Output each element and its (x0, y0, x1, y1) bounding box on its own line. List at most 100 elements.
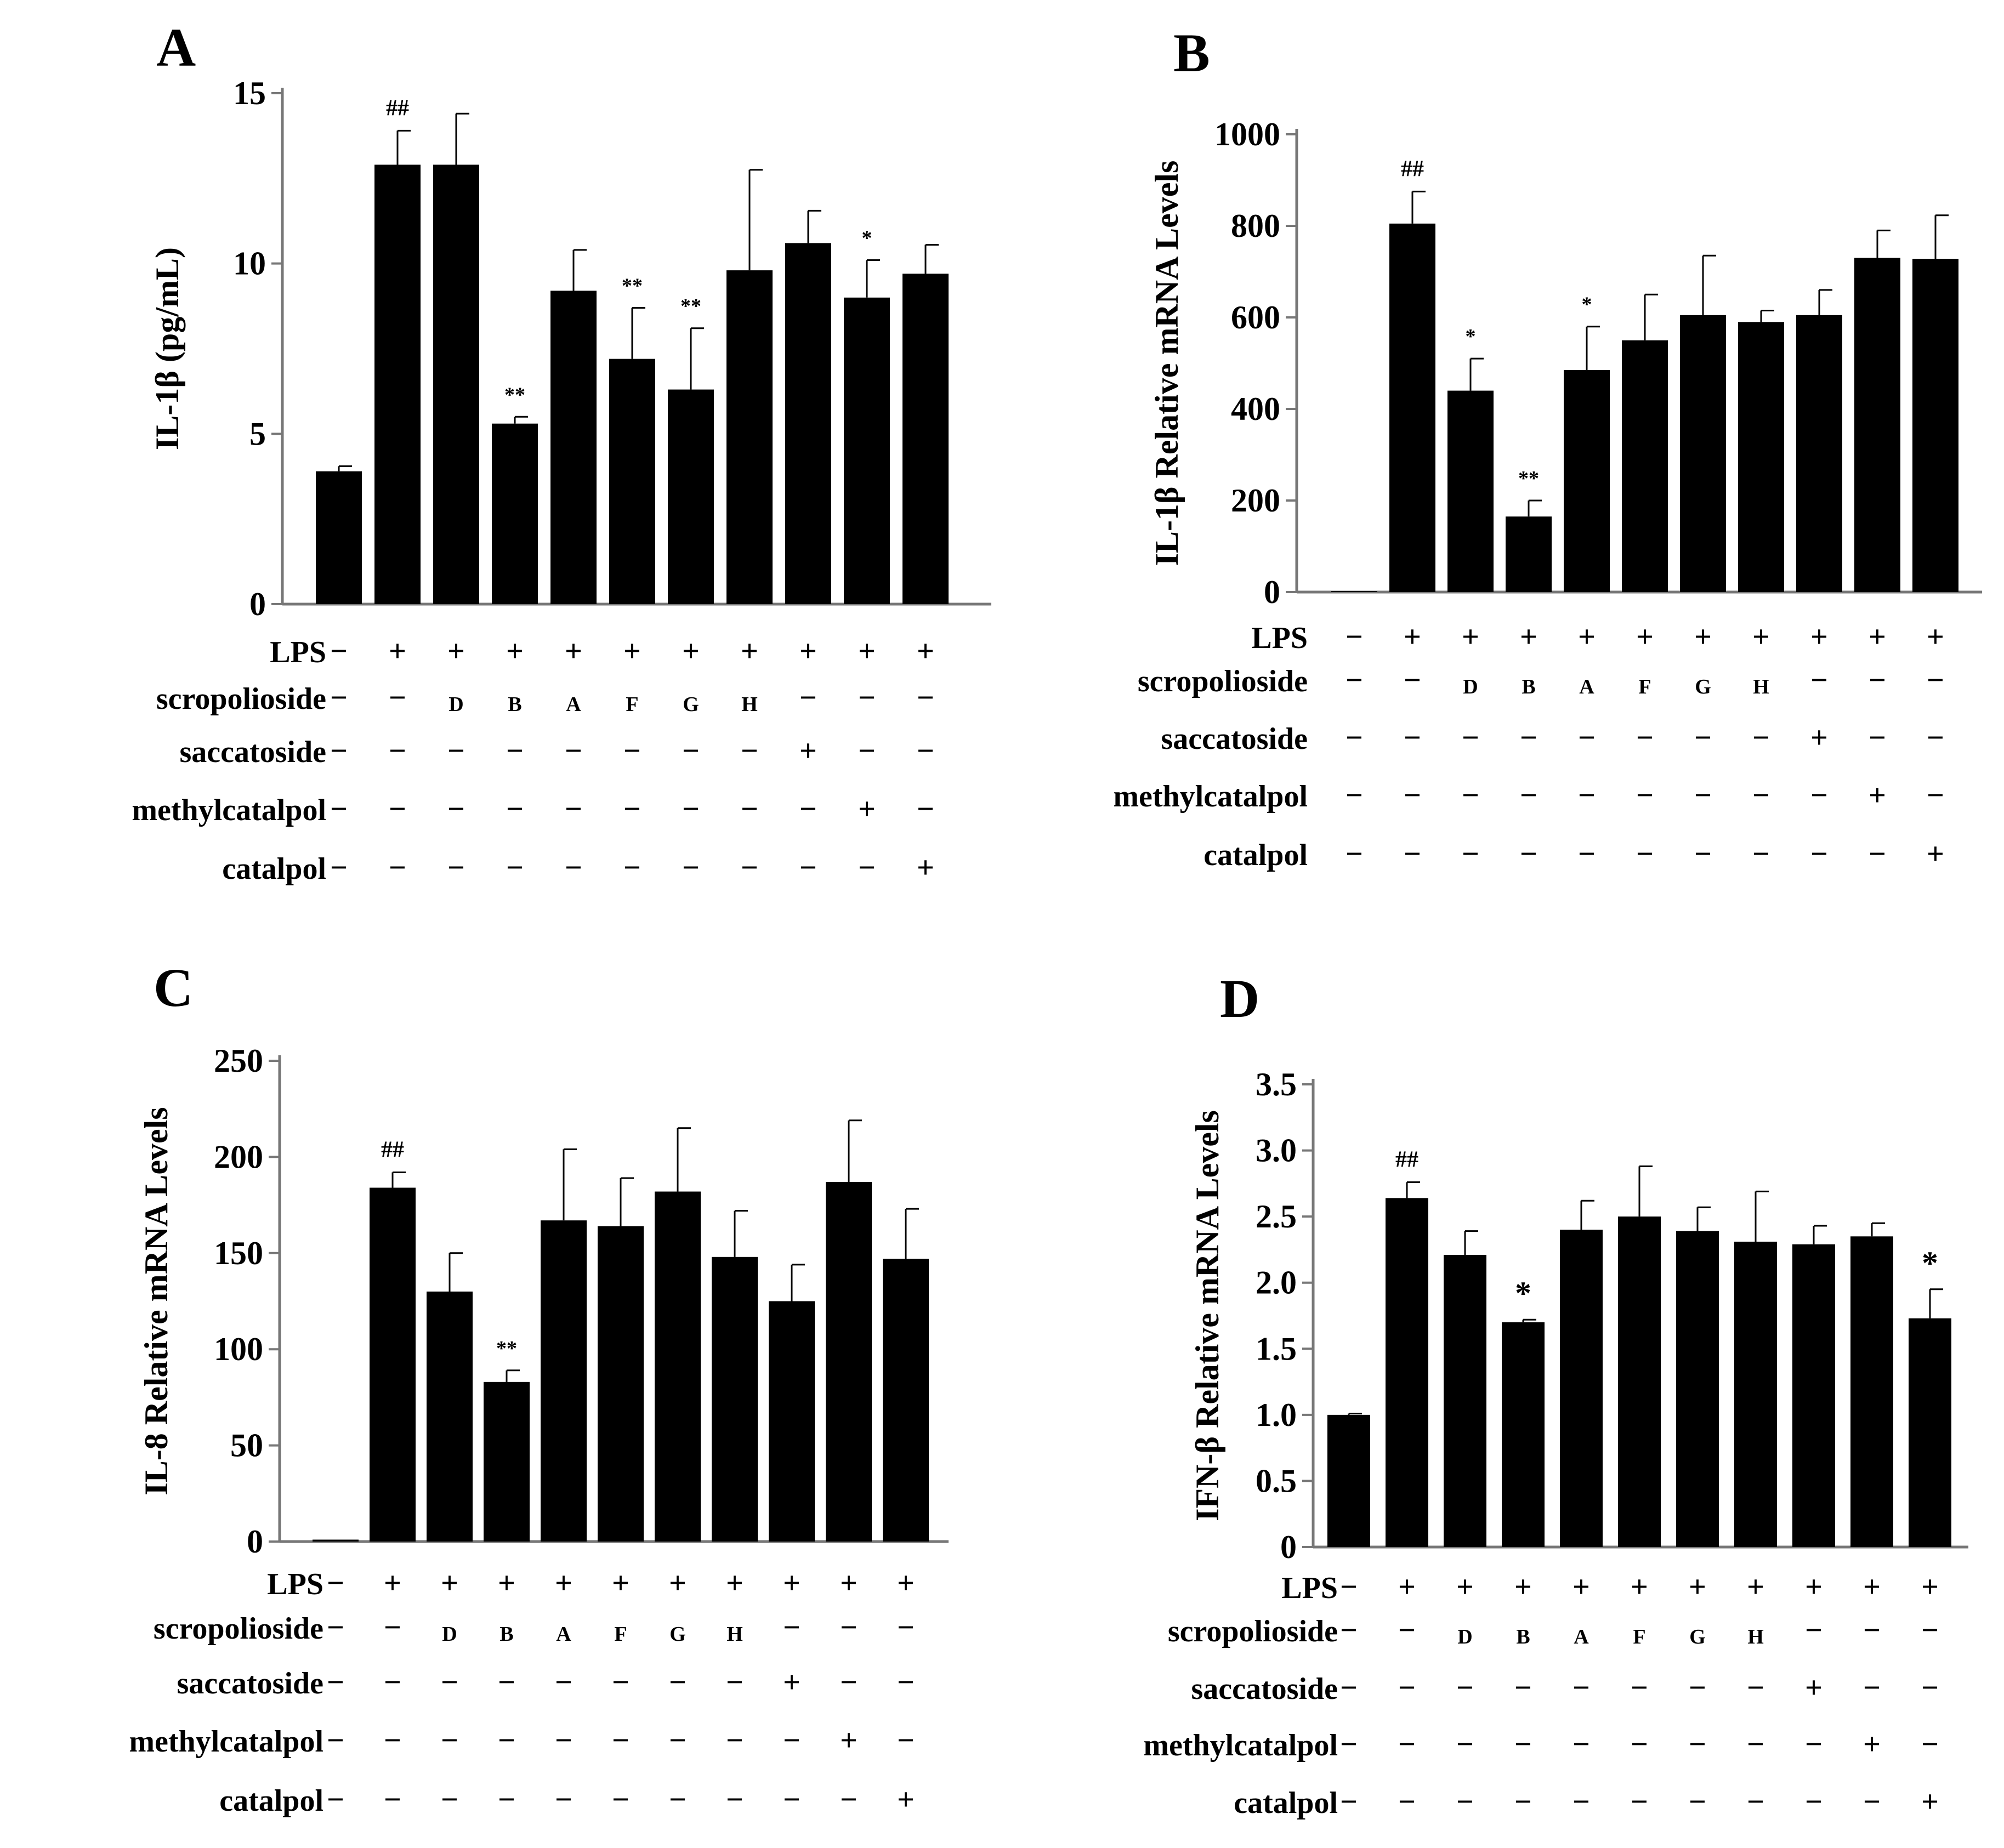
row-cell: + (1456, 1570, 1474, 1604)
row-cell: − (1863, 1671, 1881, 1705)
row-cell: − (1572, 1785, 1590, 1819)
row-cell: + (783, 1665, 801, 1699)
panel-letter: B (1173, 22, 1210, 83)
bar (1444, 1255, 1486, 1547)
row-cell: − (1863, 1613, 1881, 1647)
y-tick-label: 15 (233, 75, 266, 111)
row-label: saccatoside (177, 1667, 323, 1701)
row-cell: − (330, 851, 348, 885)
row-label: methylcatalpol (1113, 780, 1308, 814)
row-cell: + (1810, 721, 1828, 755)
row-cell: − (506, 792, 524, 826)
row-cell: − (1752, 837, 1770, 871)
row-cell: − (1869, 721, 1886, 755)
row-cell: − (897, 1724, 915, 1758)
row-cell: + (1863, 1570, 1881, 1604)
y-tick-label: 800 (1231, 208, 1280, 244)
panel-d: D IFN-β Relative mRNA Levels 0 0.5 1.0 1.5 2.0… (1143, 968, 1968, 1820)
row-cell: − (1810, 663, 1828, 697)
row-cell: − (1921, 1671, 1939, 1705)
row-cell: − (506, 734, 524, 768)
bar (883, 1259, 929, 1542)
bar (1909, 1318, 1951, 1547)
bar (844, 297, 890, 604)
bar (550, 291, 597, 604)
row-cell: H (726, 1623, 743, 1646)
significance-label: * (1466, 325, 1476, 348)
y-tick-label: 0.5 (1256, 1463, 1297, 1499)
row-cell: D (449, 693, 463, 716)
row-cell: G (669, 1623, 686, 1646)
row-cell: − (1927, 663, 1944, 697)
row-cell: + (447, 634, 465, 668)
row-cell: H (741, 693, 758, 716)
y-tick-label: 400 (1231, 391, 1280, 427)
row-cell: + (858, 634, 876, 668)
row-cell: − (1462, 721, 1479, 755)
row-cell: − (1398, 1671, 1416, 1705)
row-label: catalpol (1234, 1786, 1338, 1820)
row-cell: − (612, 1665, 629, 1699)
row-cell: + (917, 634, 934, 668)
y-tick-label: 1000 (1214, 116, 1280, 152)
row-cell: − (1694, 721, 1712, 755)
bar (1386, 1198, 1428, 1547)
row-cell: − (384, 1665, 401, 1699)
y-tick-label: 1.0 (1256, 1397, 1297, 1433)
bar (902, 274, 949, 605)
bar (668, 389, 714, 604)
row-cell: A (1574, 1625, 1589, 1648)
bar (1680, 315, 1726, 592)
row-cell: + (506, 634, 524, 668)
row-cell: − (1689, 1727, 1706, 1761)
row-cell: − (327, 1566, 344, 1600)
row-cell: G (1695, 675, 1711, 698)
row-cell: − (506, 851, 524, 885)
row-cell: F (1633, 1625, 1645, 1648)
row-cell: B (1516, 1625, 1530, 1648)
bar (313, 1539, 359, 1542)
row-cell: − (917, 734, 934, 768)
row-cell: + (1578, 620, 1596, 654)
y-tick-label: 250 (214, 1043, 263, 1079)
row-cell: + (682, 634, 700, 668)
row-cell: + (783, 1566, 801, 1600)
row-cell: − (1689, 1671, 1706, 1705)
row-cell: − (498, 1783, 515, 1817)
row-cell: − (555, 1724, 572, 1758)
row-cell: − (327, 1665, 344, 1699)
row-cell: − (1340, 1671, 1358, 1705)
bar (1389, 223, 1435, 592)
row-cell: − (555, 1783, 572, 1817)
panel-b: B IL-1β Relative mRNA Levels 0 200 400 600 800… (1113, 22, 1982, 872)
row-cell: + (799, 634, 817, 668)
bar (1854, 258, 1900, 592)
y-tick-label: 2.5 (1256, 1198, 1297, 1235)
row-cell: − (1927, 778, 1944, 812)
row-cell: F (614, 1623, 627, 1646)
row-cell: − (840, 1611, 858, 1645)
bar (1447, 390, 1494, 592)
row-cell: − (1578, 721, 1596, 755)
row-cell: − (1636, 837, 1654, 871)
y-tick-label: 50 (230, 1428, 263, 1464)
bar (1564, 370, 1610, 592)
row-cell: D (442, 1623, 457, 1646)
row-cell: B (1522, 675, 1535, 698)
row-cell: + (741, 634, 758, 668)
row-cell: − (1863, 1785, 1881, 1819)
row-cell: − (384, 1611, 401, 1645)
bar (655, 1191, 701, 1542)
bar (1506, 516, 1552, 592)
bar (374, 164, 421, 605)
row-label: scropolioside (1168, 1614, 1338, 1648)
row-cell: − (1921, 1727, 1939, 1761)
row-cell: + (1404, 620, 1421, 654)
bar (492, 423, 538, 604)
row-cell: H (1747, 1625, 1764, 1648)
row-cell: − (447, 851, 465, 885)
row-label: methylcatalpol (1143, 1728, 1338, 1762)
row-cell: − (1578, 837, 1596, 871)
row-cell: − (1514, 1671, 1532, 1705)
